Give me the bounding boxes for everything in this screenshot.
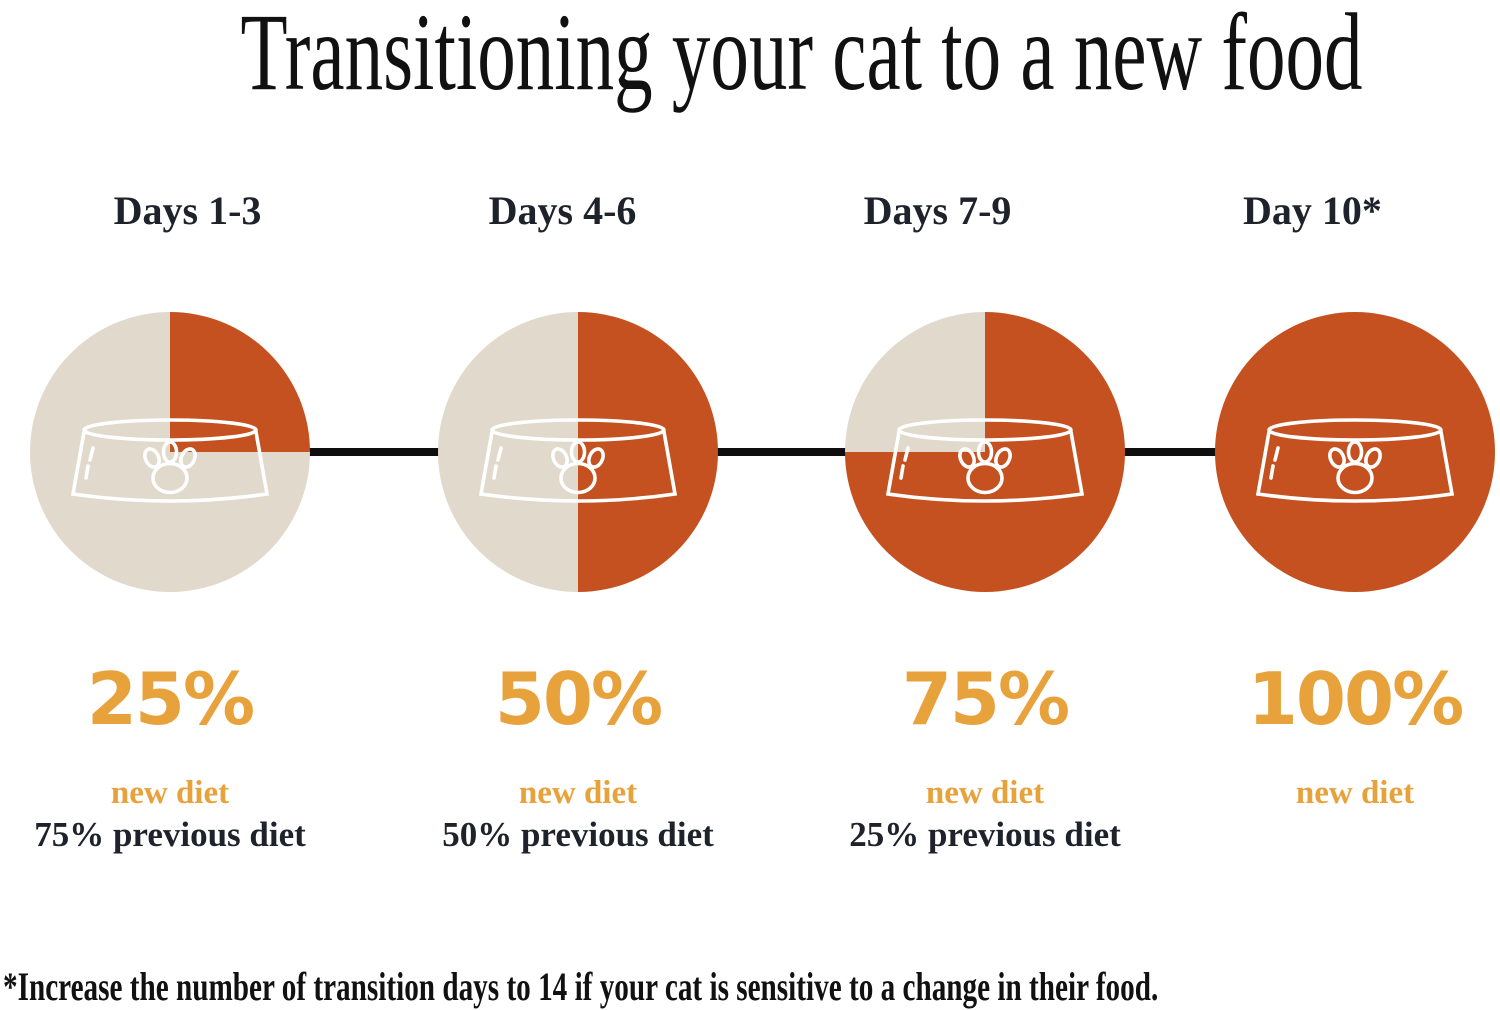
pet-bowl-paw-icon <box>70 418 270 503</box>
day-range-label-2: Days 4-6 <box>488 188 637 233</box>
title-row: Transitioning your cat to a new food <box>0 0 1500 110</box>
stage-days-7-9: 75% new diet 25% previous diet <box>815 312 1155 856</box>
day-range-label-1: Days 1-3 <box>113 188 262 233</box>
footnote-text: *Increase the number of transition days … <box>3 964 1159 1009</box>
day-range-label-3: Days 7-9 <box>863 188 1012 233</box>
new-diet-caption: new diet <box>1295 775 1415 811</box>
day-headers-row: Days 1-3 Days 4-6 Days 7-9 Day 10* <box>0 186 1500 236</box>
stage-days-4-6: 50% new diet 50% previous diet <box>408 312 748 856</box>
infographic-title: Transitioning your cat to a new food <box>240 0 1363 113</box>
new-diet-caption: new diet <box>518 775 638 811</box>
pet-bowl-paw-icon <box>885 418 1085 503</box>
previous-diet-caption: 75% previous diet <box>34 815 306 854</box>
new-diet-caption: new diet <box>110 775 230 811</box>
new-diet-percentage: 100% <box>1247 657 1464 741</box>
previous-diet-caption: 25% previous diet <box>849 815 1121 854</box>
stage-day-10: 100% new diet <box>1185 312 1500 814</box>
transition-pie-circle <box>438 312 718 592</box>
new-diet-percentage: 50% <box>494 657 663 741</box>
previous-diet-caption: 50% previous diet <box>442 815 714 854</box>
transition-pie-circle <box>30 312 310 592</box>
new-diet-caption: new diet <box>925 775 1045 811</box>
pet-bowl-paw-icon <box>1255 418 1455 503</box>
pet-bowl-paw-icon <box>478 418 678 503</box>
transition-pie-circle <box>1215 312 1495 592</box>
new-diet-percentage: 25% <box>86 657 255 741</box>
new-diet-percentage: 75% <box>901 657 1070 741</box>
timeline-connector-line <box>168 448 1355 456</box>
day-range-label-4: Day 10* <box>1243 188 1382 233</box>
transition-pie-circle <box>845 312 1125 592</box>
stage-days-1-3: 25% new diet 75% previous diet <box>0 312 340 856</box>
